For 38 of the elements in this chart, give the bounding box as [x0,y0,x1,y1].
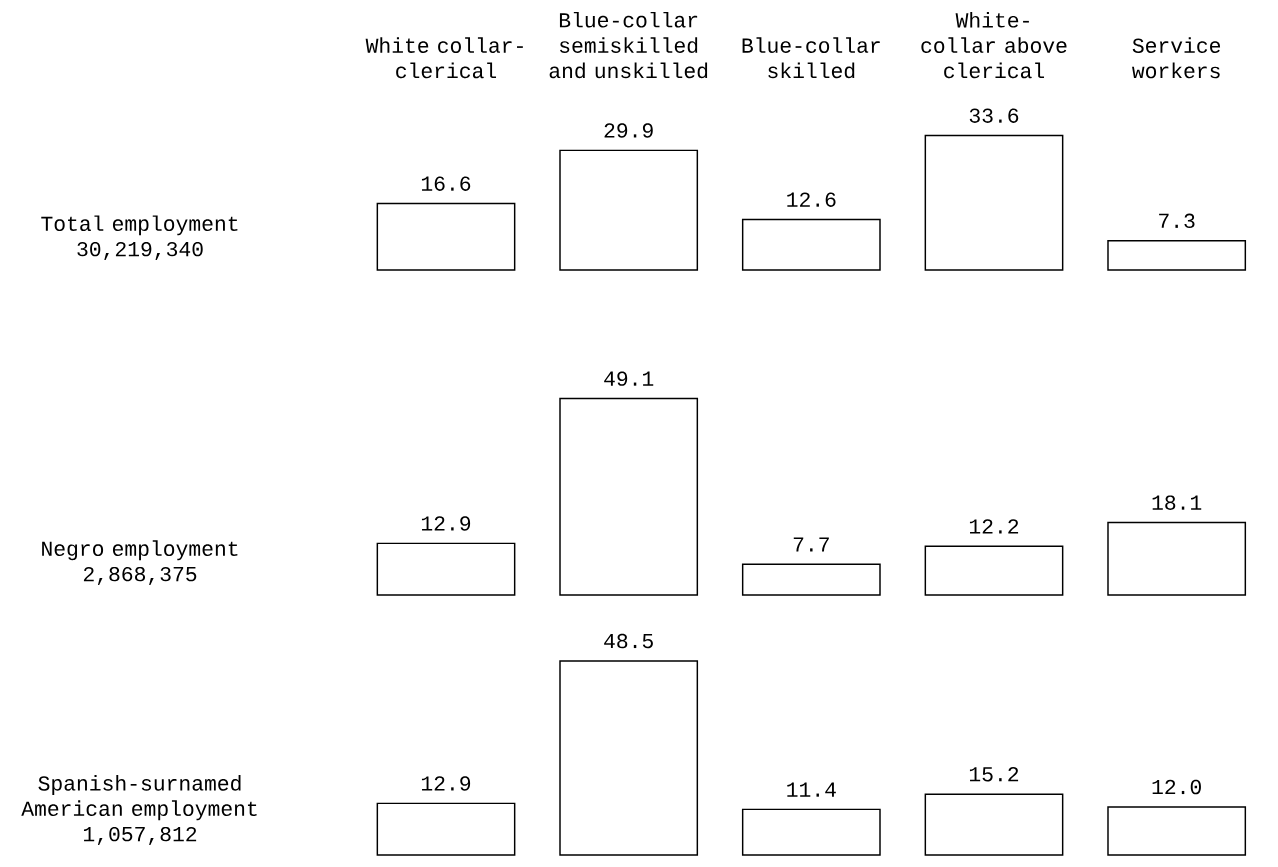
data-label: 29.9 [604,123,653,138]
x-tick-label: Blue-collar semiskilled and unskilled [549,11,708,79]
data-label: 11.4 [787,782,836,797]
bar [1107,240,1247,271]
data-label: 7.7 [793,537,829,552]
bar [741,563,881,596]
bar [924,793,1064,856]
bar [559,149,699,271]
bar [376,202,516,271]
data-label: 12.6 [787,192,836,207]
data-label: 7.3 [1159,213,1195,229]
bar [1107,521,1247,596]
bar [741,808,881,856]
x-tick-label: White collar-clerical [365,37,523,79]
data-label: 33.6 [969,108,1019,123]
bar [924,545,1064,596]
bar [741,218,881,271]
bar [376,802,516,856]
data-label: 18.1 [1152,495,1202,510]
bar [376,542,516,596]
x-tick-label: Service workers [1132,37,1221,79]
bar [559,660,699,856]
data-label: 12.9 [421,776,471,791]
bar [1107,806,1247,856]
bar [924,134,1064,271]
text: Negro employment 2,868,375 [42,540,238,585]
data-label: 12.9 [421,516,471,531]
data-label: 49.1 [604,371,654,386]
x-tick-label: Blue-collar skilled [742,37,880,79]
x-tick-label: White-collar above clerical [921,11,1067,79]
data-label: 48.5 [604,633,653,649]
text: Total employment 30,219,340 [41,215,238,260]
text: Spanish-surnamed American employment 1,057,812 [21,775,257,845]
data-label: 12.0 [1152,779,1201,795]
data-label: 12.2 [969,519,1019,534]
data-label: 16.6 [421,176,471,191]
data-label: 15.2 [969,767,1019,782]
bar [559,397,699,596]
